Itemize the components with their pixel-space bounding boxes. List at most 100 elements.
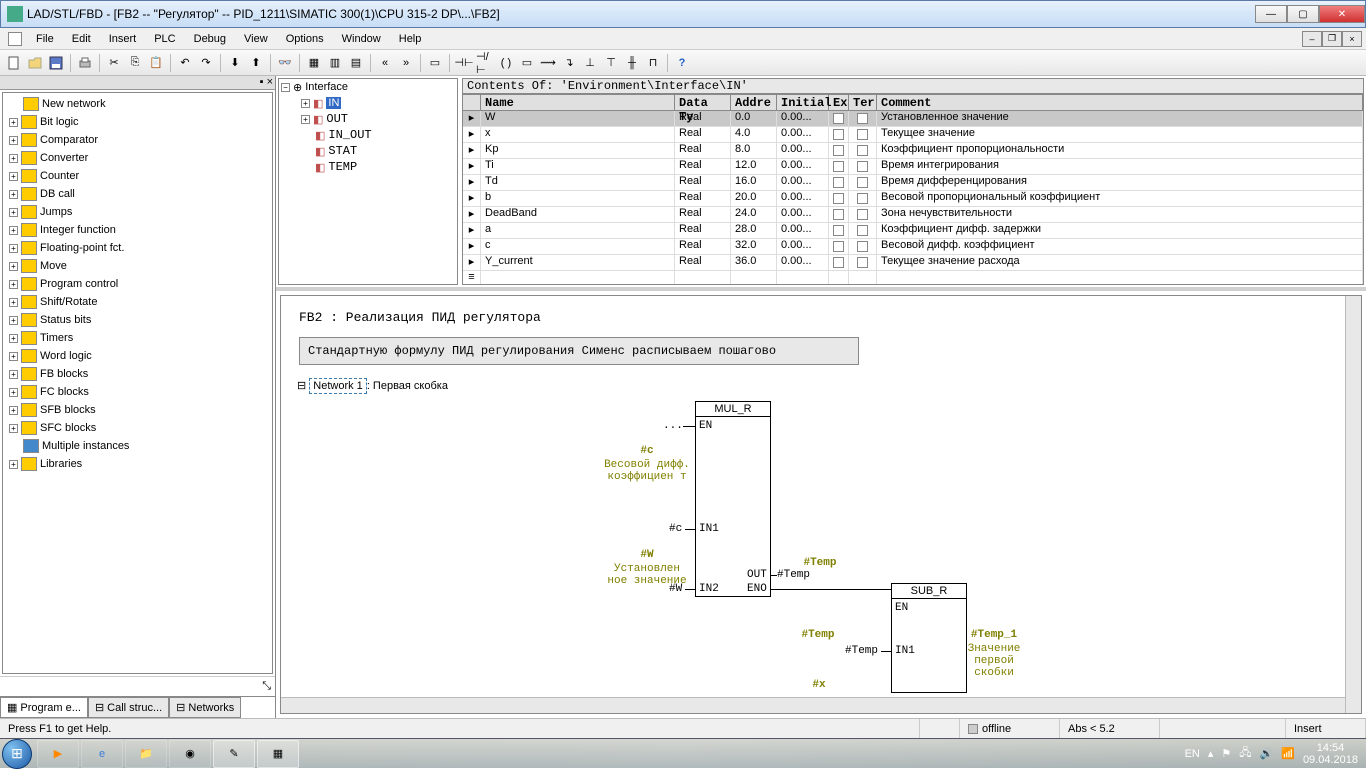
system-tray[interactable]: EN ▴ ⚑ 🖧 🔊 📶 14:5409.04.2018: [1185, 742, 1366, 766]
interface-item[interactable]: ◧ STAT: [279, 143, 457, 159]
mdi-restore-button[interactable]: ❐: [1322, 31, 1342, 47]
tb-elem7-icon[interactable]: ⊥: [580, 53, 600, 73]
minimize-button[interactable]: —: [1255, 5, 1287, 23]
tree-item[interactable]: Multiple instances: [5, 437, 270, 455]
taskbar-step7-icon[interactable]: ▦: [257, 740, 299, 768]
catalog-tree[interactable]: New network+Bit logic+Comparator+Convert…: [2, 92, 273, 674]
tb-paste-icon[interactable]: 📋: [146, 53, 166, 73]
table-row[interactable]: ▸cReal32.00.00...Весовой дифф. коэффицие…: [463, 239, 1363, 255]
interface-item[interactable]: ◧ IN_OUT: [279, 127, 457, 143]
table-row[interactable]: ▸KpReal8.00.00...Коэффициент пропорциона…: [463, 143, 1363, 159]
block-comment[interactable]: Стандартную формулу ПИД регулирования Си…: [299, 337, 859, 365]
editor-scrollbar-h[interactable]: [281, 697, 1345, 713]
menu-view[interactable]: View: [236, 30, 276, 48]
taskbar-chrome-icon[interactable]: ◉: [169, 740, 211, 768]
tb-block1-icon[interactable]: ▦: [304, 53, 324, 73]
tree-item[interactable]: +Libraries: [5, 455, 270, 473]
tb-new-icon[interactable]: [4, 53, 24, 73]
taskbar-ie-icon[interactable]: e: [81, 740, 123, 768]
tray-action-icon[interactable]: ⚑: [1221, 747, 1231, 760]
tree-item[interactable]: +FC blocks: [5, 383, 270, 401]
editor-scrollbar-v[interactable]: [1345, 296, 1361, 713]
tb-cut-icon[interactable]: ✂: [104, 53, 124, 73]
tb-elem1-icon[interactable]: ⊣⊢: [454, 53, 474, 73]
tree-item[interactable]: +Shift/Rotate: [5, 293, 270, 311]
tb-net-icon[interactable]: ▭: [425, 53, 445, 73]
tb-elem6-icon[interactable]: ↴: [559, 53, 579, 73]
tb-download-icon[interactable]: ⬇: [225, 53, 245, 73]
interface-tree[interactable]: −⊕ Interface +◧ IN+◧ OUT◧ IN_OUT◧ STAT◧ …: [278, 78, 458, 285]
tb-save-icon[interactable]: [46, 53, 66, 73]
tb-help-icon[interactable]: ?: [672, 53, 692, 73]
tree-item[interactable]: +Comparator: [5, 131, 270, 149]
tb-elem3-icon[interactable]: ( ): [496, 53, 516, 73]
menu-options[interactable]: Options: [278, 30, 332, 48]
menu-window[interactable]: Window: [334, 30, 389, 48]
tb-elem5-icon[interactable]: ⟿: [538, 53, 558, 73]
tree-item[interactable]: +Floating-point fct.: [5, 239, 270, 257]
table-row[interactable]: ▸bReal20.00.00...Весовой пропорциональны…: [463, 191, 1363, 207]
taskbar-media-icon[interactable]: ▶: [37, 740, 79, 768]
table-row-empty[interactable]: ≡: [463, 271, 1363, 285]
taskbar-explorer-icon[interactable]: 📁: [125, 740, 167, 768]
tree-item[interactable]: +DB call: [5, 185, 270, 203]
maximize-button[interactable]: ▢: [1287, 5, 1319, 23]
panel-close-icon[interactable]: ▪ ×: [260, 76, 273, 89]
start-button[interactable]: ⊞: [0, 740, 36, 768]
tb-upload-icon[interactable]: ⬆: [246, 53, 266, 73]
menu-debug[interactable]: Debug: [186, 30, 234, 48]
tb-open-icon[interactable]: [25, 53, 45, 73]
tb-redo-icon[interactable]: ↷: [196, 53, 216, 73]
tb-block2-icon[interactable]: ▥: [325, 53, 345, 73]
table-row[interactable]: ▸xReal4.00.00...Текущее значение: [463, 127, 1363, 143]
tb-nav2-icon[interactable]: »: [396, 53, 416, 73]
interface-item[interactable]: +◧ OUT: [279, 111, 457, 127]
tab-networks[interactable]: ⊟Networks: [169, 697, 241, 718]
tray-wifi-icon[interactable]: 📶: [1281, 747, 1295, 760]
menu-edit[interactable]: Edit: [64, 30, 99, 48]
mdi-minimize-button[interactable]: –: [1302, 31, 1322, 47]
network-label[interactable]: Network 1: [309, 378, 367, 394]
tb-elem9-icon[interactable]: ╫: [622, 53, 642, 73]
menu-file[interactable]: File: [28, 30, 62, 48]
tray-lang[interactable]: EN: [1185, 748, 1200, 760]
expand-icon[interactable]: −: [281, 83, 290, 92]
table-row[interactable]: ▸aReal28.00.00...Коэффициент дифф. задер…: [463, 223, 1363, 239]
tree-item[interactable]: +Word logic: [5, 347, 270, 365]
tb-elem2-icon[interactable]: ⊣/⊢: [475, 53, 495, 73]
tb-copy-icon[interactable]: ⎘: [125, 53, 145, 73]
tree-item[interactable]: +FB blocks: [5, 365, 270, 383]
tray-flag-icon[interactable]: ▴: [1208, 747, 1214, 760]
tree-item[interactable]: +Integer function: [5, 221, 270, 239]
fbd-editor[interactable]: FB2 : Реализация ПИД регулятора Стандарт…: [280, 295, 1362, 714]
tab-call-structure[interactable]: ⊟Call struc...: [88, 697, 169, 718]
menu-insert[interactable]: Insert: [101, 30, 145, 48]
tree-item[interactable]: +Status bits: [5, 311, 270, 329]
table-row[interactable]: ▸TiReal12.00.00...Время интегрирования: [463, 159, 1363, 175]
tray-sound-icon[interactable]: 🔊: [1260, 747, 1274, 760]
tree-item[interactable]: +Program control: [5, 275, 270, 293]
interface-item[interactable]: ◧ TEMP: [279, 159, 457, 175]
tree-item[interactable]: +SFC blocks: [5, 419, 270, 437]
tb-undo-icon[interactable]: ↶: [175, 53, 195, 73]
menu-plc[interactable]: PLC: [146, 30, 183, 48]
tab-program-elements[interactable]: ▦Program e...: [0, 697, 88, 718]
tree-item[interactable]: New network: [5, 95, 270, 113]
table-row[interactable]: ▸TdReal16.00.00...Время дифференцировани…: [463, 175, 1363, 191]
table-row[interactable]: ▸Y_currentReal36.00.00...Текущее значени…: [463, 255, 1363, 271]
tree-item[interactable]: +Jumps: [5, 203, 270, 221]
table-row[interactable]: ▸WReal0.00.00...Установленное значение: [463, 111, 1363, 127]
close-button[interactable]: ✕: [1319, 5, 1365, 23]
tb-print-icon[interactable]: [75, 53, 95, 73]
tree-item[interactable]: +Timers: [5, 329, 270, 347]
mdi-close-button[interactable]: ×: [1342, 31, 1362, 47]
tree-item[interactable]: +Counter: [5, 167, 270, 185]
tb-elem8-icon[interactable]: ⊤: [601, 53, 621, 73]
tb-elem10-icon[interactable]: ⊓: [643, 53, 663, 73]
variables-table[interactable]: Name Data Ty Addre Initial Ex Ter Commen…: [462, 94, 1364, 285]
box-sub-r[interactable]: SUB_R: [891, 583, 967, 693]
tray-network-icon[interactable]: 🖧: [1239, 744, 1251, 763]
tb-nav1-icon[interactable]: «: [375, 53, 395, 73]
tray-clock[interactable]: 14:5409.04.2018: [1303, 742, 1358, 766]
tb-elem4-icon[interactable]: ▭: [517, 53, 537, 73]
